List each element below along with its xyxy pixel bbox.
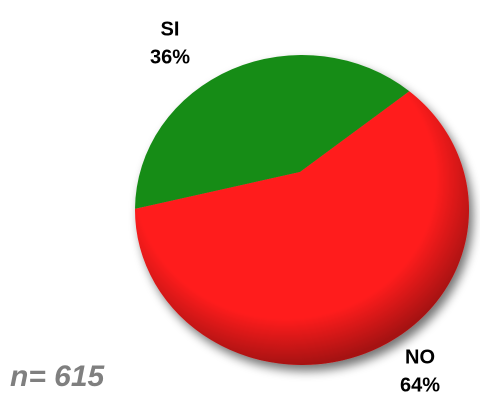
category-label: NO	[405, 346, 435, 368]
pie-shading	[135, 55, 469, 365]
category-label: SI	[161, 18, 180, 40]
value-label: 64%	[400, 374, 440, 396]
value-label: 36%	[150, 46, 190, 68]
sample-size: n= 615	[10, 360, 106, 393]
